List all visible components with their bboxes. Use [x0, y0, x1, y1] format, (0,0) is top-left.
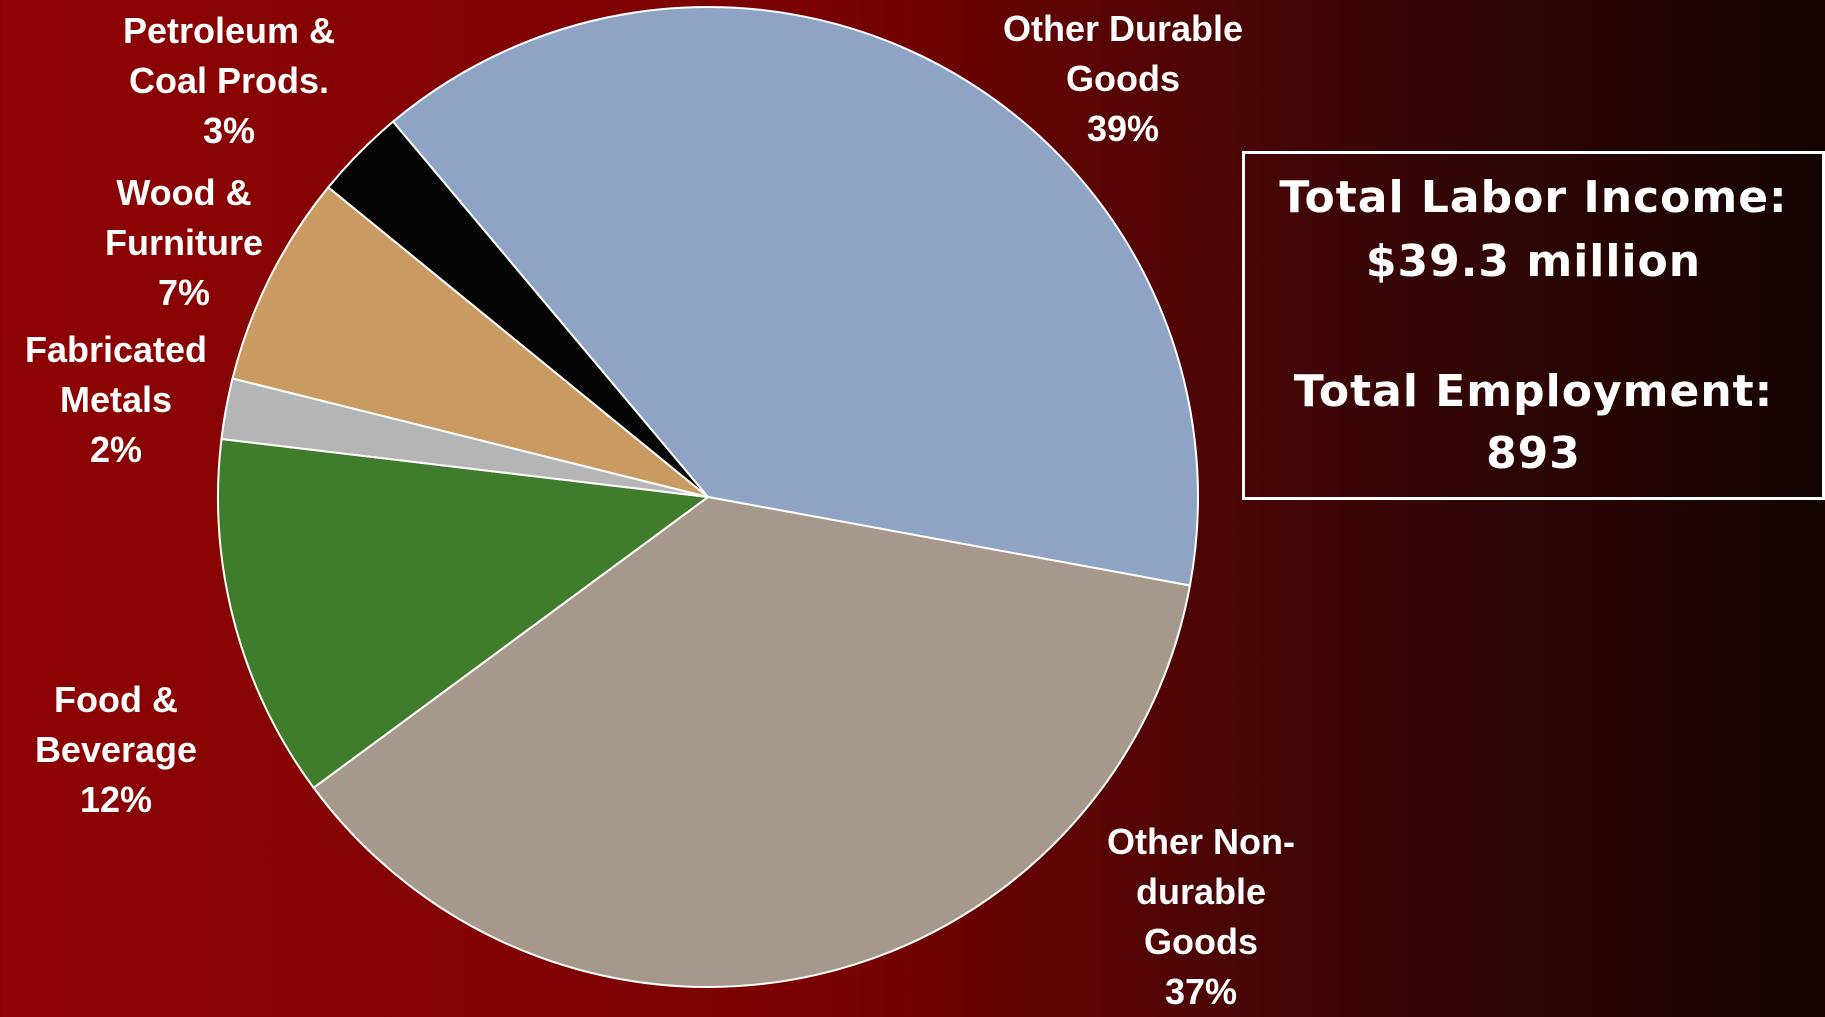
slice-label: Other Durable Goods 39%	[973, 4, 1273, 154]
value-label: 39%	[1086, 108, 1160, 149]
pie-slice	[326, 120, 709, 498]
pie-slice	[312, 495, 1192, 988]
pie-slice	[391, 6, 1199, 587]
value-label: 12%	[79, 779, 153, 820]
annotation: $39.3 million	[1365, 236, 1702, 287]
slice-label: Fabricated Metals 2%	[0, 325, 236, 475]
value-label: 7%	[157, 272, 211, 313]
pie-slice	[231, 185, 709, 498]
annotation: 893	[1486, 428, 1581, 479]
pie-slice	[217, 437, 711, 790]
category-label: Food & Beverage	[34, 679, 198, 770]
slice-label: Food & Beverage 12%	[16, 675, 216, 825]
annotation: Total Employment:	[1293, 366, 1774, 417]
category-label: Petroleum & Coal Prods.	[122, 10, 336, 101]
category-label: Other Durable Goods	[1002, 8, 1244, 99]
category-label: Other Non-durable Goods	[1107, 821, 1295, 962]
summary-box: Total Labor Income: $39.3 million Total …	[1242, 151, 1825, 500]
slice-label: Wood & Furniture 7%	[84, 168, 284, 318]
slice-label: Other Non-durable Goods 37%	[1086, 817, 1316, 1017]
annotation: Total Labor Income:	[1279, 172, 1788, 223]
value-label: 3%	[202, 110, 256, 151]
value-label: 2%	[89, 429, 143, 470]
slice-label: Petroleum & Coal Prods. 3%	[99, 6, 359, 156]
value-label: 37%	[1164, 971, 1238, 1012]
category-label: Fabricated Metals	[24, 329, 208, 420]
category-label: Wood & Furniture	[105, 172, 263, 263]
